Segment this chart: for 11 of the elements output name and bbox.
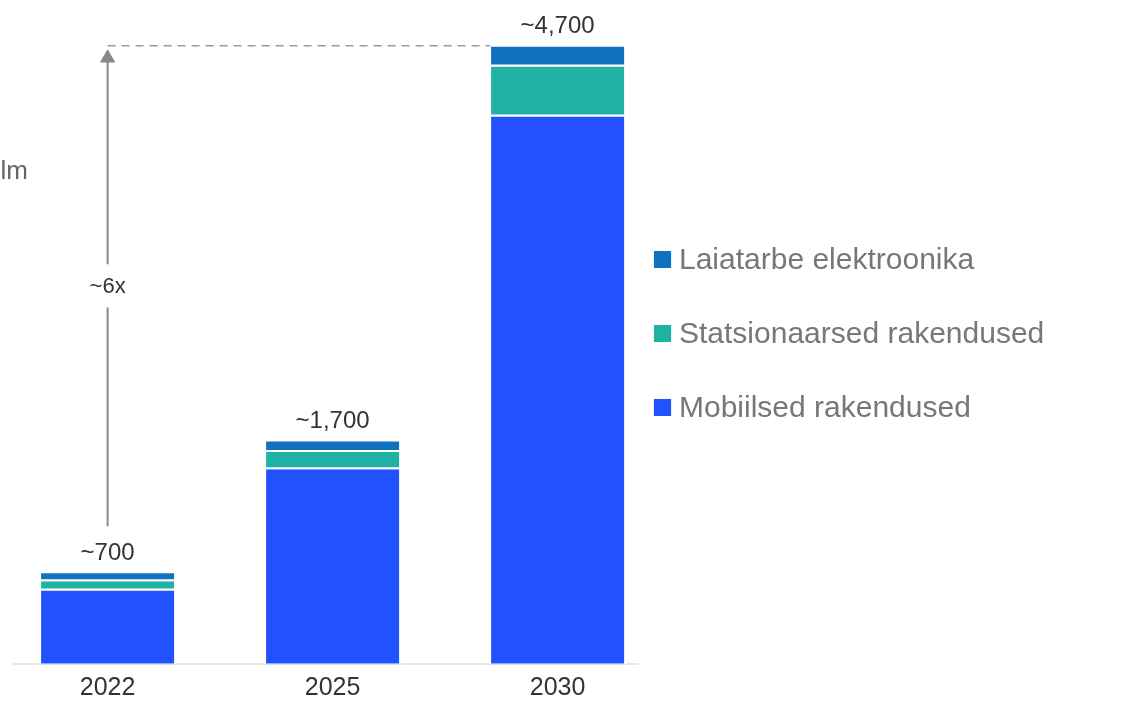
x-tick-label: 2030: [529, 671, 586, 700]
annotation: ~4,700: [520, 11, 595, 39]
x-tick-label: 2022: [79, 671, 136, 700]
x-tick-label: 2025: [304, 671, 361, 700]
annotation: lm: [0, 154, 28, 185]
annotation: ~6x: [89, 273, 126, 299]
legend-label: Mobiilsed rakendused: [679, 390, 971, 424]
annotation: ~700: [80, 537, 135, 565]
legend-label: Statsionaarsed rakendused: [679, 316, 1045, 350]
legend-label: Laiatarbe elektroonika: [679, 242, 975, 276]
annotation: ~1,700: [295, 406, 370, 434]
